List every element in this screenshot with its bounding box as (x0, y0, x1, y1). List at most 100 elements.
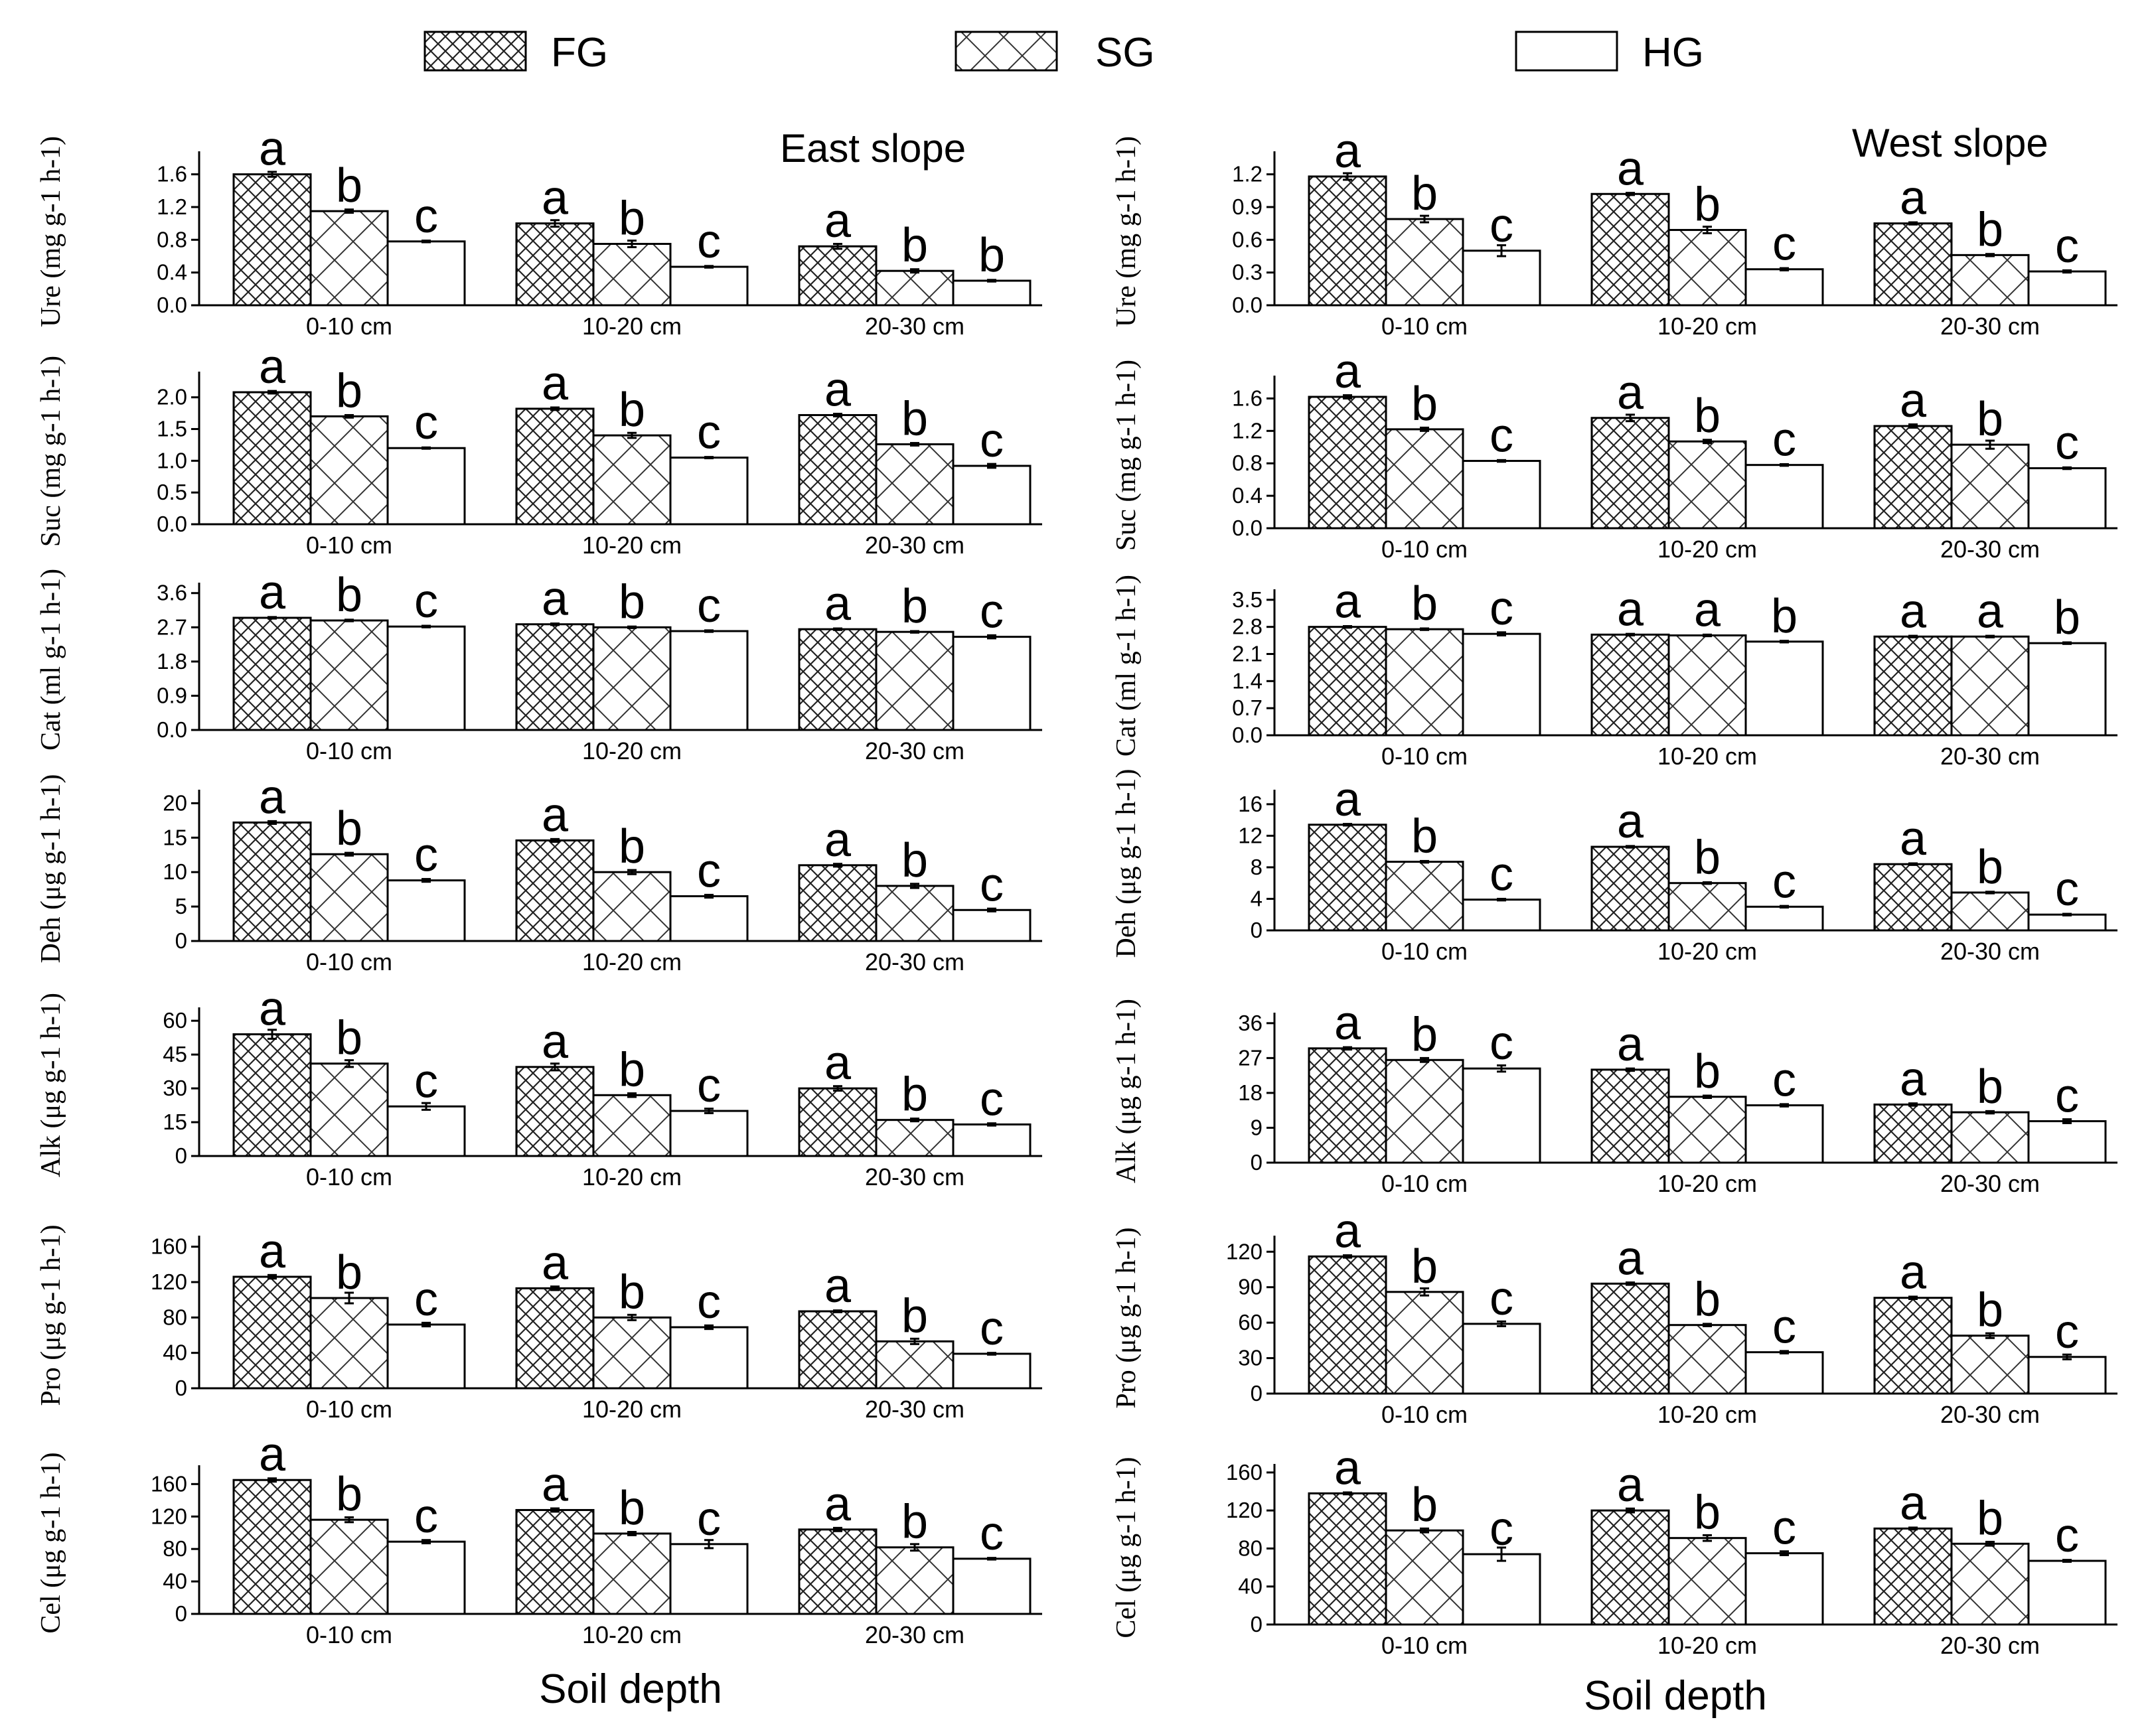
significance-letter: b (336, 364, 362, 417)
significance-letter: a (824, 1037, 852, 1090)
bar-fg (1873, 635, 1953, 737)
y-tick-label: 1.4 (1232, 668, 1263, 693)
bar-hg (2027, 1559, 2107, 1626)
bar-fg (232, 1479, 312, 1615)
y-tick-label: 40 (1238, 1574, 1263, 1599)
category-label: 20-30 cm (865, 532, 964, 559)
y-axis-label: Cat (ml g-1 h-1) (1111, 575, 1142, 757)
y-tick-label: 3.5 (1232, 587, 1263, 612)
bar-sg (1950, 1111, 2030, 1164)
significance-letter: a (259, 340, 286, 394)
y-tick-label: 36 (1238, 1011, 1263, 1035)
category-label: 0-10 cm (306, 948, 392, 976)
significance-letter: b (901, 392, 928, 445)
significance-letter: a (824, 363, 852, 416)
significance-letter: b (1977, 203, 2003, 256)
bar-hg (669, 895, 749, 942)
bar-hg (386, 1323, 466, 1390)
bar-sg (1385, 1291, 1464, 1395)
significance-letter: a (1334, 1441, 1361, 1494)
significance-letter: c (414, 190, 438, 243)
bar-fg (1308, 175, 1387, 307)
bar-sg (1385, 628, 1464, 737)
category-label: 10-20 cm (1657, 536, 1757, 563)
category-label: 20-30 cm (865, 313, 964, 340)
bar-fg (1590, 845, 1670, 932)
significance-letter: b (336, 1012, 362, 1065)
y-tick-label: 2.0 (157, 385, 187, 409)
bar-hg (952, 1557, 1032, 1615)
significance-letter: c (980, 1072, 1004, 1125)
bar-hg (952, 636, 1032, 731)
bar-fg (1308, 1492, 1387, 1626)
bar-hg (386, 447, 466, 526)
significance-letter: a (259, 770, 286, 824)
category-label: 0-10 cm (1381, 1632, 1468, 1659)
y-axis-label: Deh (μg g-1 h-1) (1111, 769, 1142, 958)
y-axis-label: Cel (μg g-1 h-1) (1111, 1457, 1142, 1638)
bar-hg (952, 1123, 1032, 1157)
bar-hg (2027, 270, 2107, 307)
bar-sg (875, 443, 955, 526)
bar-hg (1744, 268, 1824, 307)
bar-fg (1873, 222, 1953, 307)
y-axis-label: Ure (mg g-1 h-1) (36, 136, 66, 327)
significance-letter: b (1771, 590, 1798, 643)
y-tick-label: 4 (1251, 886, 1263, 910)
category-label: 10-20 cm (582, 948, 682, 976)
y-tick-label: 120 (1226, 1498, 1263, 1522)
y-tick-label: 8 (1251, 855, 1263, 879)
bar-sg (1385, 218, 1464, 307)
category-label: 10-20 cm (1657, 1632, 1757, 1659)
significance-letter: b (2054, 591, 2080, 644)
y-axis-label: Deh (μg g-1 h-1) (36, 774, 66, 964)
category-label: 0-10 cm (1381, 938, 1468, 965)
bar-fg (1308, 1255, 1387, 1395)
category-label: 10-20 cm (582, 737, 682, 764)
significance-letter: b (1411, 378, 1438, 431)
significance-letter: c (1772, 1301, 1796, 1354)
bar-sg (875, 269, 955, 307)
bar-hg (952, 279, 1032, 307)
category-label: 10-20 cm (582, 313, 682, 340)
significance-letter: a (1617, 366, 1644, 419)
category-label: 10-20 cm (1657, 313, 1757, 340)
y-tick-label: 60 (1238, 1310, 1263, 1335)
significance-letter: c (2055, 863, 2079, 916)
y-axis-label: Pro (μg g-1 h-1) (36, 1224, 66, 1406)
significance-letter: b (1411, 1240, 1438, 1293)
significance-letter: c (697, 1059, 721, 1112)
y-tick-label: 18 (1238, 1080, 1263, 1105)
y-tick-label: 0 (175, 1376, 187, 1400)
significance-letter: b (1411, 577, 1438, 630)
category-label: 10-20 cm (1657, 1401, 1757, 1428)
y-axis-label: Cat (ml g-1 h-1) (36, 569, 66, 751)
bar-hg (1462, 1553, 1541, 1626)
category-label: 20-30 cm (1940, 938, 2040, 965)
bar-fg (798, 1310, 878, 1390)
bar-fg (1873, 425, 1953, 530)
bar-hg (1744, 640, 1824, 737)
legend-label-hg: HG (1642, 30, 1704, 76)
category-label: 10-20 cm (582, 1163, 682, 1191)
bar-fg (515, 222, 595, 307)
significance-letter: a (1617, 1018, 1644, 1071)
significance-letter: c (1490, 1272, 1513, 1325)
category-label: 10-20 cm (582, 1396, 682, 1423)
y-tick-label: 0 (1251, 1612, 1263, 1636)
y-tick-label: 5 (175, 894, 187, 918)
bar-sg (309, 415, 389, 526)
significance-letter: b (1694, 1045, 1721, 1098)
bar-fg (515, 623, 595, 731)
bar-hg (2027, 1356, 2107, 1395)
y-tick-label: 0.0 (157, 512, 187, 536)
significance-letter: b (1694, 1273, 1721, 1327)
y-tick-label: 30 (163, 1076, 187, 1100)
category-label: 0-10 cm (306, 1621, 392, 1648)
y-tick-label: 0.4 (1232, 483, 1263, 508)
significance-letter: b (619, 1482, 645, 1535)
